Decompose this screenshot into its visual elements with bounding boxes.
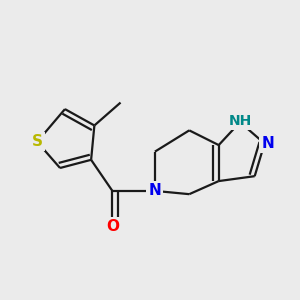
Text: N: N <box>261 136 274 151</box>
Text: S: S <box>32 134 43 149</box>
Text: N: N <box>148 183 161 198</box>
Text: O: O <box>106 219 119 234</box>
Text: NH: NH <box>228 114 252 128</box>
